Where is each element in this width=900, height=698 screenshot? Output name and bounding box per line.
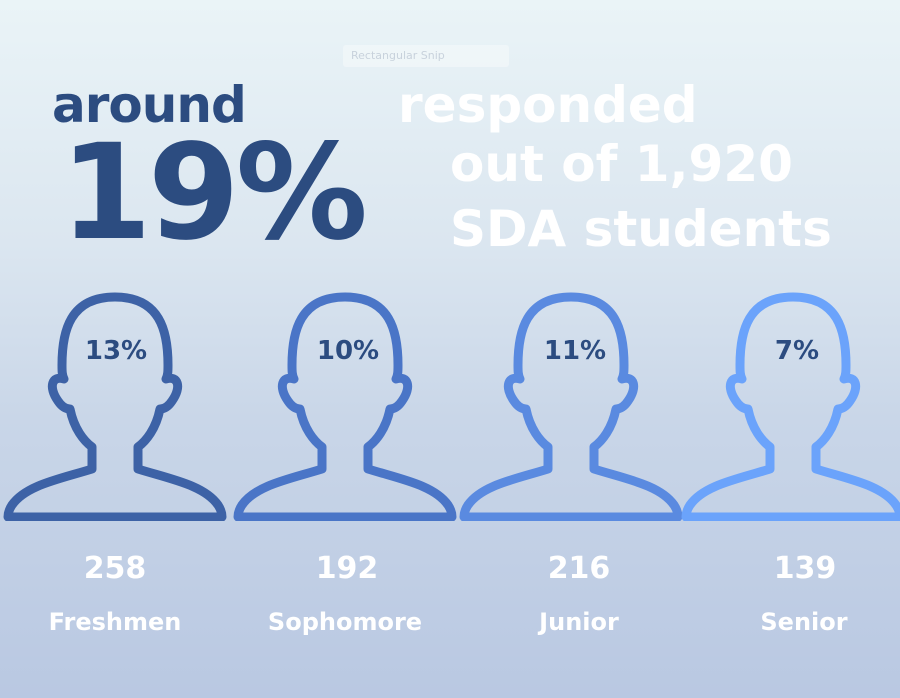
snip-overlay-tag: Rectangular Snip — [343, 45, 509, 67]
freshmen-count: 258 — [83, 551, 147, 586]
senior-count: 139 — [773, 551, 837, 586]
junior-percent: 11% — [543, 336, 607, 366]
freshmen-person-icon — [0, 283, 230, 521]
headline-prefix: around — [52, 76, 247, 134]
headline-line-1: responded — [398, 76, 698, 134]
freshmen-label: Freshmen — [48, 608, 182, 636]
senior-person-icon — [678, 283, 900, 521]
sophomore-person-icon — [230, 283, 460, 521]
sophomore-count: 192 — [315, 551, 379, 586]
headline-line-2: out of 1,920 — [450, 135, 793, 193]
person-outline — [681, 292, 900, 521]
senior-percent: 7% — [774, 336, 820, 366]
freshmen-percent: 13% — [84, 336, 148, 366]
headline-percent: 19% — [60, 116, 368, 270]
person-outline — [233, 292, 457, 521]
junior-label: Junior — [539, 608, 619, 636]
sophomore-percent: 10% — [316, 336, 380, 366]
sophomore-label: Sophomore — [267, 608, 423, 636]
person-outline — [3, 292, 227, 521]
junior-count: 216 — [547, 551, 611, 586]
headline-line-3: SDA students — [450, 200, 832, 258]
person-outline — [459, 292, 683, 521]
junior-person-icon — [456, 283, 686, 521]
senior-label: Senior — [760, 608, 848, 636]
